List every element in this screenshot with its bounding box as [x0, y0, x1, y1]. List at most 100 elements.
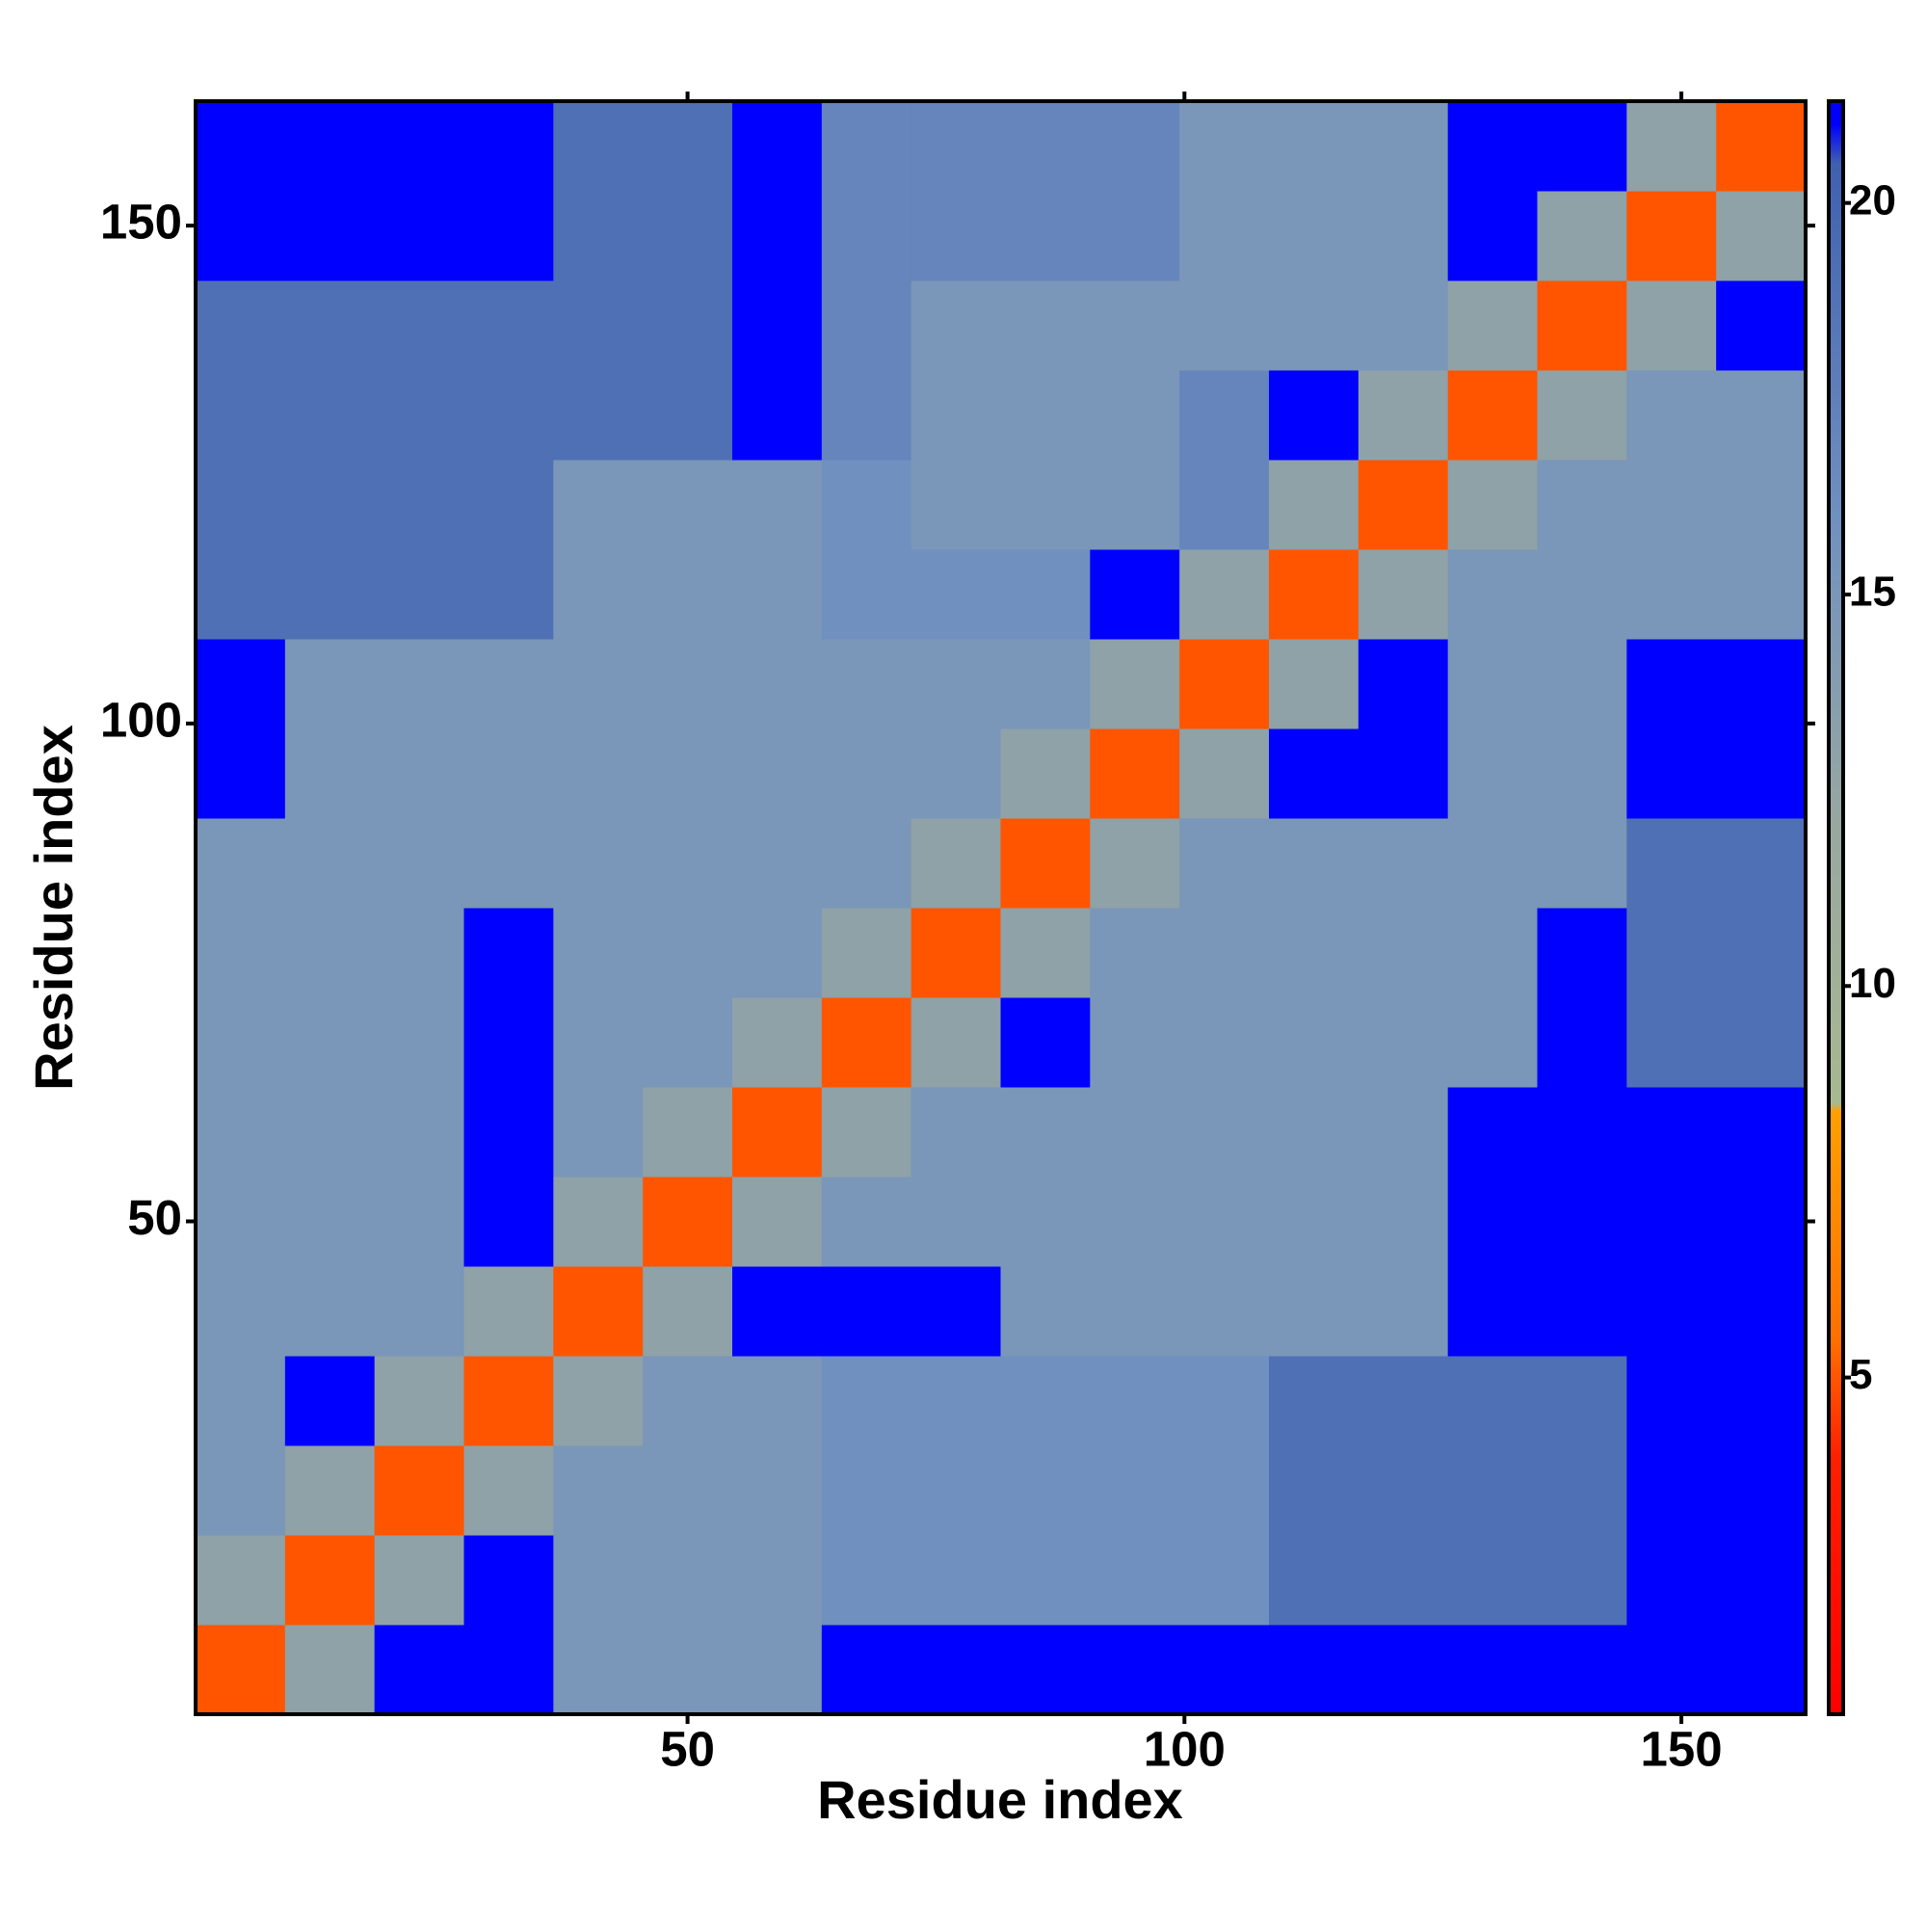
- heatmap-cell: [1447, 1087, 1538, 1178]
- heatmap-cell: [374, 1266, 464, 1357]
- heatmap-cell: [284, 1625, 376, 1715]
- heatmap-cell: [1447, 1625, 1538, 1715]
- heatmap-cell: [911, 101, 1001, 192]
- heatmap-cell: [911, 908, 1001, 998]
- heatmap-cell: [1179, 1356, 1270, 1446]
- heatmap-cell: [1000, 1625, 1091, 1715]
- heatmap-cell: [374, 280, 464, 371]
- heatmap-cell: [374, 639, 464, 729]
- heatmap-cell: [1090, 549, 1180, 640]
- heatmap-cell: [1090, 1356, 1180, 1446]
- heatmap-cell: [1269, 1356, 1359, 1446]
- heatmap-cell: [1358, 818, 1449, 909]
- heatmap-cell: [374, 818, 464, 909]
- heatmap-cell: [1537, 1177, 1627, 1267]
- heatmap-cell: [374, 1535, 464, 1626]
- heatmap-cell: [463, 818, 554, 909]
- heatmap-cell: [463, 191, 554, 281]
- heatmap-cell: [284, 460, 376, 550]
- heatmap-cell: [1179, 191, 1270, 281]
- heatmap-cell: [374, 549, 464, 640]
- heatmap-cell: [821, 191, 912, 281]
- heatmap-cell: [821, 1087, 912, 1178]
- heatmap-cell: [1179, 280, 1270, 371]
- heatmap-cell: [1000, 101, 1091, 192]
- heatmap-cell: [732, 460, 823, 550]
- heatmap-cell: [1269, 1535, 1359, 1626]
- heatmap-cell: [1626, 728, 1717, 819]
- heatmap-cell: [196, 1177, 286, 1267]
- heatmap-cell: [1537, 908, 1627, 998]
- heatmap-cell: [1090, 1445, 1180, 1536]
- heatmap-cell: [553, 549, 644, 640]
- heatmap-cell: [1269, 1445, 1359, 1536]
- heatmap-cell: [1179, 1535, 1270, 1626]
- heatmap-cell: [732, 280, 823, 371]
- heatmap-cell: [1716, 1087, 1807, 1178]
- heatmap-cell: [821, 1177, 912, 1267]
- heatmap-cell: [284, 549, 376, 640]
- heatmap-cell: [1269, 549, 1359, 640]
- heatmap-cell: [732, 1445, 823, 1536]
- heatmap-cell: [1090, 101, 1180, 192]
- heatmap-cell: [1269, 639, 1359, 729]
- heatmap-cell: [1269, 818, 1359, 909]
- heatmap-cell: [1447, 280, 1538, 371]
- heatmap-cell: [196, 101, 286, 192]
- heatmap-cell: [1358, 1177, 1449, 1267]
- heatmap-cell: [463, 1356, 554, 1446]
- heatmap-cell: [1447, 101, 1538, 192]
- heatmap-cell: [553, 1445, 644, 1536]
- heatmap-cell: [1626, 101, 1717, 192]
- heatmap-cell: [374, 1087, 464, 1178]
- heatmap-cell: [553, 101, 644, 192]
- heatmap-cell: [1090, 1087, 1180, 1178]
- heatmap-cell: [1179, 818, 1270, 909]
- y-tick-label: 50: [127, 1190, 182, 1245]
- heatmap-cell: [911, 818, 1001, 909]
- heatmap-cell: [1269, 460, 1359, 550]
- heatmap-cell: [1716, 728, 1807, 819]
- heatmap-cell: [911, 1356, 1001, 1446]
- heatmap-cell: [1447, 1445, 1538, 1536]
- heatmap-cell: [284, 1266, 376, 1357]
- heatmap-cell: [374, 1177, 464, 1267]
- heatmap-cell: [1626, 460, 1717, 550]
- plot-frame: [194, 99, 1808, 1716]
- heatmap-cell: [732, 370, 823, 461]
- heatmap-cell: [1000, 1266, 1091, 1357]
- heatmap-cell: [821, 1445, 912, 1536]
- heatmap-cell: [1090, 997, 1180, 1088]
- heatmap-cell: [911, 280, 1001, 371]
- heatmap-cell: [1000, 997, 1091, 1088]
- heatmap-cell: [1269, 1177, 1359, 1267]
- heatmap-cell: [1269, 997, 1359, 1088]
- heatmap-cell: [1179, 1266, 1270, 1357]
- heatmap-cell: [1000, 1535, 1091, 1626]
- heatmap-cell: [643, 280, 733, 371]
- heatmap-cell: [821, 728, 912, 819]
- heatmap-cell: [1090, 818, 1180, 909]
- heatmap-cell: [553, 908, 644, 998]
- heatmap-cell: [284, 1535, 376, 1626]
- heatmap-cell: [1626, 280, 1717, 371]
- heatmap-cell: [643, 1356, 733, 1446]
- heatmap-cell: [911, 191, 1001, 281]
- heatmap-cell: [911, 639, 1001, 729]
- heatmap-cell: [732, 1266, 823, 1357]
- heatmap-cell: [821, 549, 912, 640]
- heatmap-cell: [1000, 1445, 1091, 1536]
- heatmap-cell: [196, 997, 286, 1088]
- heatmap-cell: [196, 908, 286, 998]
- heatmap-cell: [732, 1625, 823, 1715]
- heatmap-cell: [1537, 1356, 1627, 1446]
- heatmap-cell: [1269, 1266, 1359, 1357]
- heatmap-cell: [643, 818, 733, 909]
- heatmap-cell: [463, 1266, 554, 1357]
- heatmap-cell: [821, 1266, 912, 1357]
- heatmap-cell: [732, 908, 823, 998]
- heatmap-cell: [374, 101, 464, 192]
- heatmap-cell: [1626, 818, 1717, 909]
- heatmap-cell: [911, 1535, 1001, 1626]
- heatmap-cell: [1358, 1535, 1449, 1626]
